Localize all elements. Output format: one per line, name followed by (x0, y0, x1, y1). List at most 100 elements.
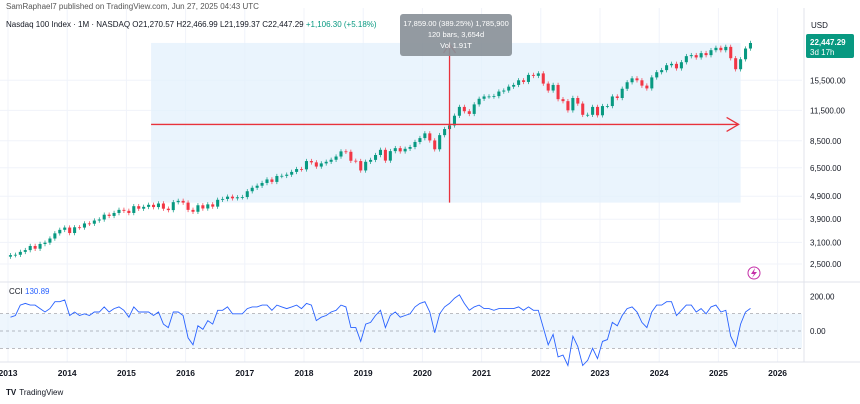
candle-body (43, 242, 47, 244)
time-axis-label: 2024 (650, 368, 669, 378)
candle-body (709, 50, 713, 56)
candle-body (191, 209, 195, 212)
candle-body (23, 250, 27, 252)
candle (28, 243, 32, 253)
candle-body (324, 161, 328, 164)
overlay-group (747, 266, 761, 280)
candle (255, 183, 259, 191)
candle (339, 149, 343, 159)
candle-body (161, 203, 165, 209)
candle (314, 160, 318, 169)
candle (443, 126, 447, 138)
candle (615, 94, 619, 101)
candle (576, 95, 580, 106)
candle (596, 104, 600, 118)
time-axis-label: 2013 (0, 368, 18, 378)
candle (433, 138, 437, 152)
candle-body (171, 202, 175, 211)
footer-brand[interactable]: TV TradingView (6, 388, 63, 397)
candle-body (152, 204, 156, 208)
candle (393, 145, 397, 154)
candle (438, 132, 442, 152)
candle (739, 57, 743, 72)
candle (176, 198, 180, 205)
candle-body (117, 209, 121, 213)
candle-body (724, 46, 728, 51)
candle (600, 103, 604, 118)
candle (206, 202, 210, 211)
candle-body (689, 55, 693, 57)
candle-body (48, 238, 52, 243)
candle (102, 212, 106, 222)
time-axis-label: 2022 (531, 368, 550, 378)
candle-body (285, 174, 289, 176)
candle (364, 159, 368, 173)
price-axis-label: 11,500.00 (810, 106, 846, 115)
candle-body (418, 138, 422, 142)
candle-body (97, 219, 101, 221)
candle (472, 102, 476, 117)
candle-body (551, 84, 555, 91)
candle-body (719, 47, 723, 51)
high-value: H22,466.99 (176, 20, 218, 29)
cci-legend[interactable]: CCI 130.89 (9, 287, 49, 296)
time-axis[interactable]: 2013 2014 2015 2016 2017 2018 2019 2020 2021 2022… (0, 368, 787, 378)
time-axis-label: 2025 (709, 368, 728, 378)
candle (699, 50, 703, 60)
candle-body (433, 140, 437, 150)
candle-body (319, 163, 323, 167)
candle (689, 52, 693, 59)
time-axis-label: 2026 (768, 368, 787, 378)
candle (334, 154, 338, 162)
candle (522, 78, 526, 85)
candle-body (462, 106, 466, 112)
measure-tool[interactable]: 17,859.00 (389.25%) 1,785,900 120 bars, 3… (151, 14, 740, 203)
candle (374, 152, 378, 163)
candle-body (211, 204, 215, 207)
candle-body (581, 103, 585, 115)
candle-body (492, 96, 496, 97)
candle-body (605, 106, 609, 107)
candle (581, 101, 585, 118)
currency-label: USD (811, 21, 828, 30)
candle-body (359, 161, 363, 171)
candle-body (546, 83, 550, 91)
candle (304, 158, 308, 172)
change-value: +1,106.30 (+5.18%) (305, 20, 377, 29)
candle (18, 249, 22, 258)
candle-body (482, 96, 486, 99)
candle-body (625, 82, 629, 89)
candle-body (383, 149, 387, 161)
price-axis-label: 4,900.00 (810, 192, 842, 201)
price-axis-label: 8,500.00 (810, 137, 842, 146)
candle-body (502, 90, 506, 92)
flash-icon-bolt (751, 268, 757, 278)
candle-body (748, 42, 752, 49)
candle-body (196, 205, 200, 212)
candle-body (344, 151, 348, 153)
candle-body (309, 161, 313, 163)
candle-body (186, 202, 190, 210)
candle (107, 212, 111, 219)
candle (230, 194, 234, 201)
candle (221, 196, 225, 203)
candle (610, 94, 614, 109)
candle-body (137, 206, 141, 209)
price-axis-label: 3,900.00 (810, 215, 842, 224)
cci-band-group (0, 313, 802, 349)
time-axis-label: 2014 (58, 368, 77, 378)
candle-body (487, 96, 491, 98)
candle (53, 231, 57, 241)
cci-axis[interactable]: 200.00 0.00 (810, 293, 835, 337)
candle-body (226, 196, 230, 199)
symbol-name[interactable]: Nasdaq 100 Index · 1M · NASDAQ (6, 20, 131, 29)
arrow-right-icon (726, 116, 740, 132)
candle (571, 95, 575, 113)
candle-body (452, 115, 456, 126)
candle (285, 172, 289, 179)
candle-body (364, 161, 368, 171)
candle (48, 236, 52, 245)
candle (635, 76, 639, 83)
